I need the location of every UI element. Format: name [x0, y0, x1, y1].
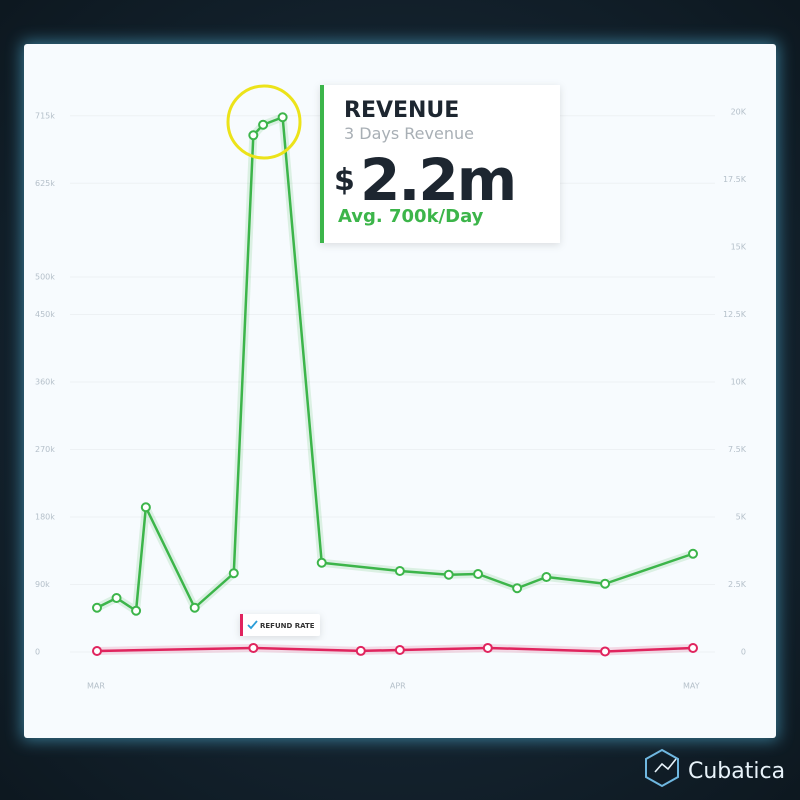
- y-tick-label: 715k: [35, 111, 55, 120]
- tooltip-amount: 2.2m: [360, 146, 515, 214]
- brand-logo-arrow: [654, 758, 677, 773]
- y-tick-label: 270k: [35, 445, 55, 454]
- y-tick-label: 180k: [35, 513, 55, 522]
- point: [111, 593, 122, 603]
- point: [140, 502, 151, 513]
- tooltip-title: REVENUE: [344, 98, 459, 123]
- point: [248, 130, 259, 141]
- point: [258, 119, 269, 130]
- refund-tag: REFUND RATE: [240, 614, 320, 636]
- panel: [24, 44, 776, 738]
- y-tick-label: 450k: [35, 310, 55, 319]
- point: [248, 642, 259, 653]
- tooltip: REVENUE 3 Days Revenue $ 2.2m Avg. 700k/…: [320, 85, 560, 243]
- highlight-ring: [226, 84, 302, 160]
- y-tick-label: 625k: [35, 179, 55, 188]
- point: [92, 602, 102, 613]
- y2-tick-label: 0: [741, 648, 746, 657]
- point: [600, 578, 611, 589]
- y2-tick-label: 2.5K: [728, 580, 747, 589]
- y-tick-label: 90k: [35, 580, 50, 589]
- tooltip-note: Avg. 700k/Day: [338, 206, 484, 227]
- point: [473, 569, 484, 579]
- tooltip-currency: $: [334, 163, 355, 198]
- point: [131, 605, 142, 616]
- point: [394, 566, 405, 576]
- y-tick-label: 500k: [35, 273, 55, 282]
- brand-logo: [645, 748, 679, 788]
- y2-tick-label: 7.5K: [728, 445, 747, 454]
- point: [600, 646, 611, 657]
- y2-tick-label: 15K: [731, 243, 747, 252]
- tooltip-subtitle: 3 Days Revenue: [344, 124, 474, 143]
- check-icon: [247, 620, 258, 630]
- tooltip-accent: [320, 85, 324, 243]
- point: [277, 112, 288, 123]
- refund-tag-accent: [240, 614, 243, 636]
- point: [512, 583, 523, 594]
- x-tick-label: APR: [390, 682, 406, 691]
- point: [541, 572, 552, 582]
- y2-tick-label: 20K: [731, 108, 747, 117]
- point: [189, 602, 200, 613]
- y2-tick-label: 17.5K: [723, 175, 747, 184]
- point: [92, 646, 102, 657]
- tooltip-box: [320, 85, 560, 243]
- point: [443, 569, 454, 580]
- point: [394, 645, 405, 656]
- y2-tick-label: 12.5K: [723, 310, 747, 319]
- y-tick-label: 0: [35, 648, 40, 657]
- point: [688, 548, 698, 559]
- point: [228, 568, 239, 579]
- refund-tag-box: [240, 614, 320, 636]
- y-tick-label: 360k: [35, 378, 55, 387]
- y2-tick-label: 5K: [736, 513, 747, 522]
- brand: Cubatica: [645, 748, 785, 788]
- x-tick-label: MAR: [87, 682, 105, 691]
- point: [482, 642, 493, 653]
- refund-tag-label: REFUND RATE: [260, 622, 315, 630]
- point: [688, 643, 698, 654]
- point: [316, 557, 327, 568]
- brand-name: Cubatica: [688, 759, 785, 784]
- x-tick-label: MAY: [683, 682, 700, 691]
- point: [355, 645, 366, 656]
- y2-tick-label: 10K: [731, 378, 747, 387]
- plot: 0 90k 180k 270k 360k 450k 500k 625k 715k 0 2.5K 5K 7…: [35, 108, 747, 691]
